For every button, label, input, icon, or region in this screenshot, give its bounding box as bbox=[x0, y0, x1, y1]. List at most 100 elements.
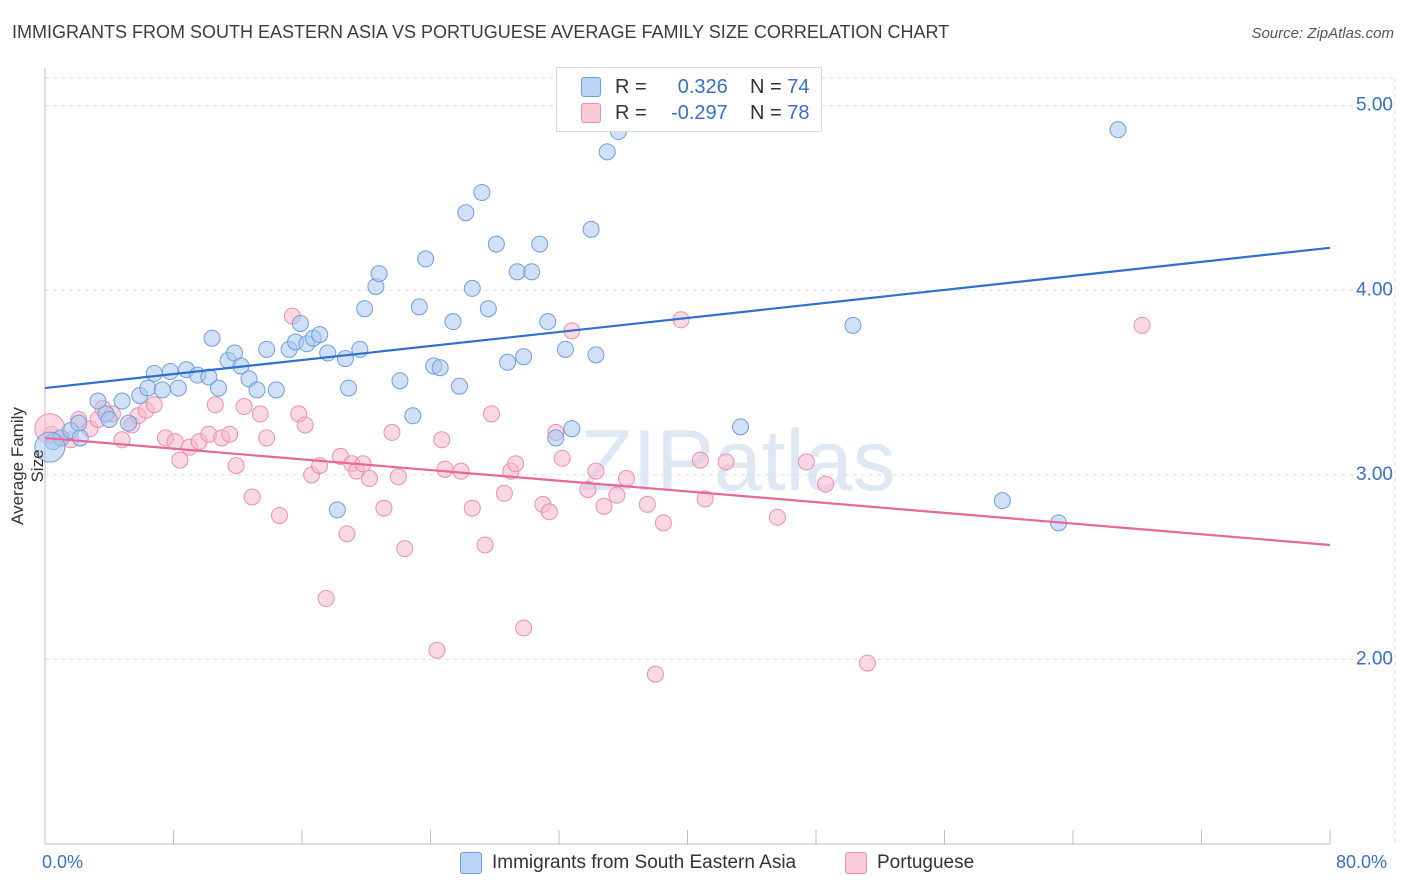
point-blue-37 bbox=[340, 379, 358, 397]
point-blue-51 bbox=[463, 279, 481, 297]
point-blue-8 bbox=[113, 392, 131, 410]
bottom-legend-label-pink: Portuguese bbox=[877, 852, 975, 873]
point-pink-66 bbox=[646, 665, 664, 683]
point-blue-55 bbox=[499, 353, 517, 371]
point-pink-76 bbox=[1133, 316, 1151, 334]
point-blue-4 bbox=[71, 429, 89, 447]
bottom-legend-label-blue: Immigrants from South Eastern Asia bbox=[492, 852, 797, 873]
trend-line-pink bbox=[44, 436, 1331, 547]
point-blue-48 bbox=[444, 313, 462, 331]
point-pink-51 bbox=[495, 484, 513, 502]
point-blue-11 bbox=[139, 379, 157, 397]
point-blue-60 bbox=[539, 313, 557, 331]
point-pink-63 bbox=[608, 486, 626, 504]
point-blue-44 bbox=[410, 298, 428, 316]
point-pink-44 bbox=[428, 641, 446, 659]
legend-text-pink: R = -0.297 N = 78 bbox=[615, 102, 810, 124]
point-pink-30 bbox=[296, 416, 314, 434]
y-tick-label-2: 4.00 bbox=[1356, 279, 1393, 300]
point-pink-54 bbox=[515, 619, 533, 637]
point-pink-21 bbox=[221, 425, 239, 443]
point-pink-40 bbox=[375, 499, 393, 517]
point-pink-19 bbox=[206, 396, 224, 414]
x-tick-label-max: 80.0% bbox=[1336, 852, 1388, 872]
point-pink-42 bbox=[389, 468, 407, 486]
point-blue-65 bbox=[587, 346, 605, 364]
point-blue-58 bbox=[523, 263, 541, 281]
point-pink-53 bbox=[507, 455, 525, 473]
point-blue-27 bbox=[267, 381, 285, 399]
y-tick-label-3: 5.00 bbox=[1356, 95, 1393, 116]
point-pink-26 bbox=[258, 429, 276, 447]
point-blue-36 bbox=[336, 350, 354, 368]
data-points bbox=[34, 121, 1151, 683]
point-blue-49 bbox=[450, 377, 468, 395]
point-blue-47 bbox=[431, 359, 449, 377]
point-blue-13 bbox=[153, 381, 171, 399]
source-label: Source: ZipAtlas.com bbox=[1251, 25, 1394, 42]
legend-text-blue: R = 0.326 N = 74 bbox=[615, 76, 810, 98]
point-pink-61 bbox=[587, 462, 605, 480]
point-blue-18 bbox=[200, 368, 218, 386]
point-pink-49 bbox=[476, 536, 494, 554]
point-pink-27 bbox=[271, 506, 289, 524]
point-pink-48 bbox=[463, 499, 481, 517]
point-blue-50 bbox=[457, 204, 475, 222]
point-blue-19 bbox=[203, 329, 221, 347]
point-blue-30 bbox=[291, 314, 309, 332]
legend-swatch-pink bbox=[581, 103, 601, 123]
point-pink-62 bbox=[595, 497, 613, 515]
point-pink-74 bbox=[817, 475, 835, 493]
y-axis-label: Average Family Size bbox=[8, 407, 47, 525]
point-pink-43 bbox=[396, 540, 414, 558]
point-pink-58 bbox=[553, 449, 571, 467]
point-pink-75 bbox=[858, 654, 876, 672]
y-tick-label-1: 3.00 bbox=[1356, 464, 1393, 485]
point-blue-7 bbox=[100, 410, 118, 428]
trend-lines bbox=[44, 246, 1331, 547]
legend-swatch-blue bbox=[581, 77, 601, 97]
point-pink-64 bbox=[617, 470, 635, 488]
point-pink-45 bbox=[433, 431, 451, 449]
point-pink-33 bbox=[317, 590, 335, 608]
correlation-legend: R = 0.326 N = 74 R = -0.297 N = 78 bbox=[556, 67, 822, 132]
point-blue-63 bbox=[563, 420, 581, 438]
point-blue-45 bbox=[417, 250, 435, 268]
point-blue-62 bbox=[556, 340, 574, 358]
point-blue-57 bbox=[515, 348, 533, 366]
y-tick-label-0: 2.00 bbox=[1356, 648, 1393, 669]
point-pink-22 bbox=[227, 457, 245, 475]
point-blue-52 bbox=[473, 183, 491, 201]
point-pink-72 bbox=[768, 508, 786, 526]
point-blue-54 bbox=[487, 235, 505, 253]
point-blue-35 bbox=[328, 501, 346, 519]
point-blue-64 bbox=[582, 220, 600, 238]
point-pink-71 bbox=[717, 453, 735, 471]
point-blue-39 bbox=[356, 300, 374, 318]
point-pink-65 bbox=[638, 495, 656, 513]
point-pink-46 bbox=[436, 460, 454, 478]
point-blue-53 bbox=[479, 300, 497, 318]
point-pink-69 bbox=[691, 451, 709, 469]
point-blue-15 bbox=[169, 379, 187, 397]
point-pink-50 bbox=[483, 405, 501, 423]
point-blue-42 bbox=[391, 372, 409, 390]
point-pink-56 bbox=[540, 503, 558, 521]
x-tick-label-min: 0.0% bbox=[42, 852, 84, 872]
point-blue-12 bbox=[145, 364, 163, 382]
trend-line-blue bbox=[44, 246, 1331, 390]
point-blue-72 bbox=[1109, 121, 1127, 139]
point-pink-24 bbox=[243, 488, 261, 506]
point-blue-43 bbox=[404, 407, 422, 425]
point-blue-66 bbox=[598, 143, 616, 161]
point-blue-68 bbox=[732, 418, 750, 436]
point-pink-35 bbox=[338, 525, 356, 543]
point-pink-23 bbox=[235, 398, 253, 416]
bottom-legend-swatch-pink bbox=[845, 852, 867, 874]
point-blue-33 bbox=[311, 326, 329, 344]
point-blue-61 bbox=[547, 429, 565, 447]
point-blue-70 bbox=[993, 492, 1011, 510]
bottom-legend-swatch-blue bbox=[460, 852, 482, 874]
point-blue-5 bbox=[89, 392, 107, 410]
